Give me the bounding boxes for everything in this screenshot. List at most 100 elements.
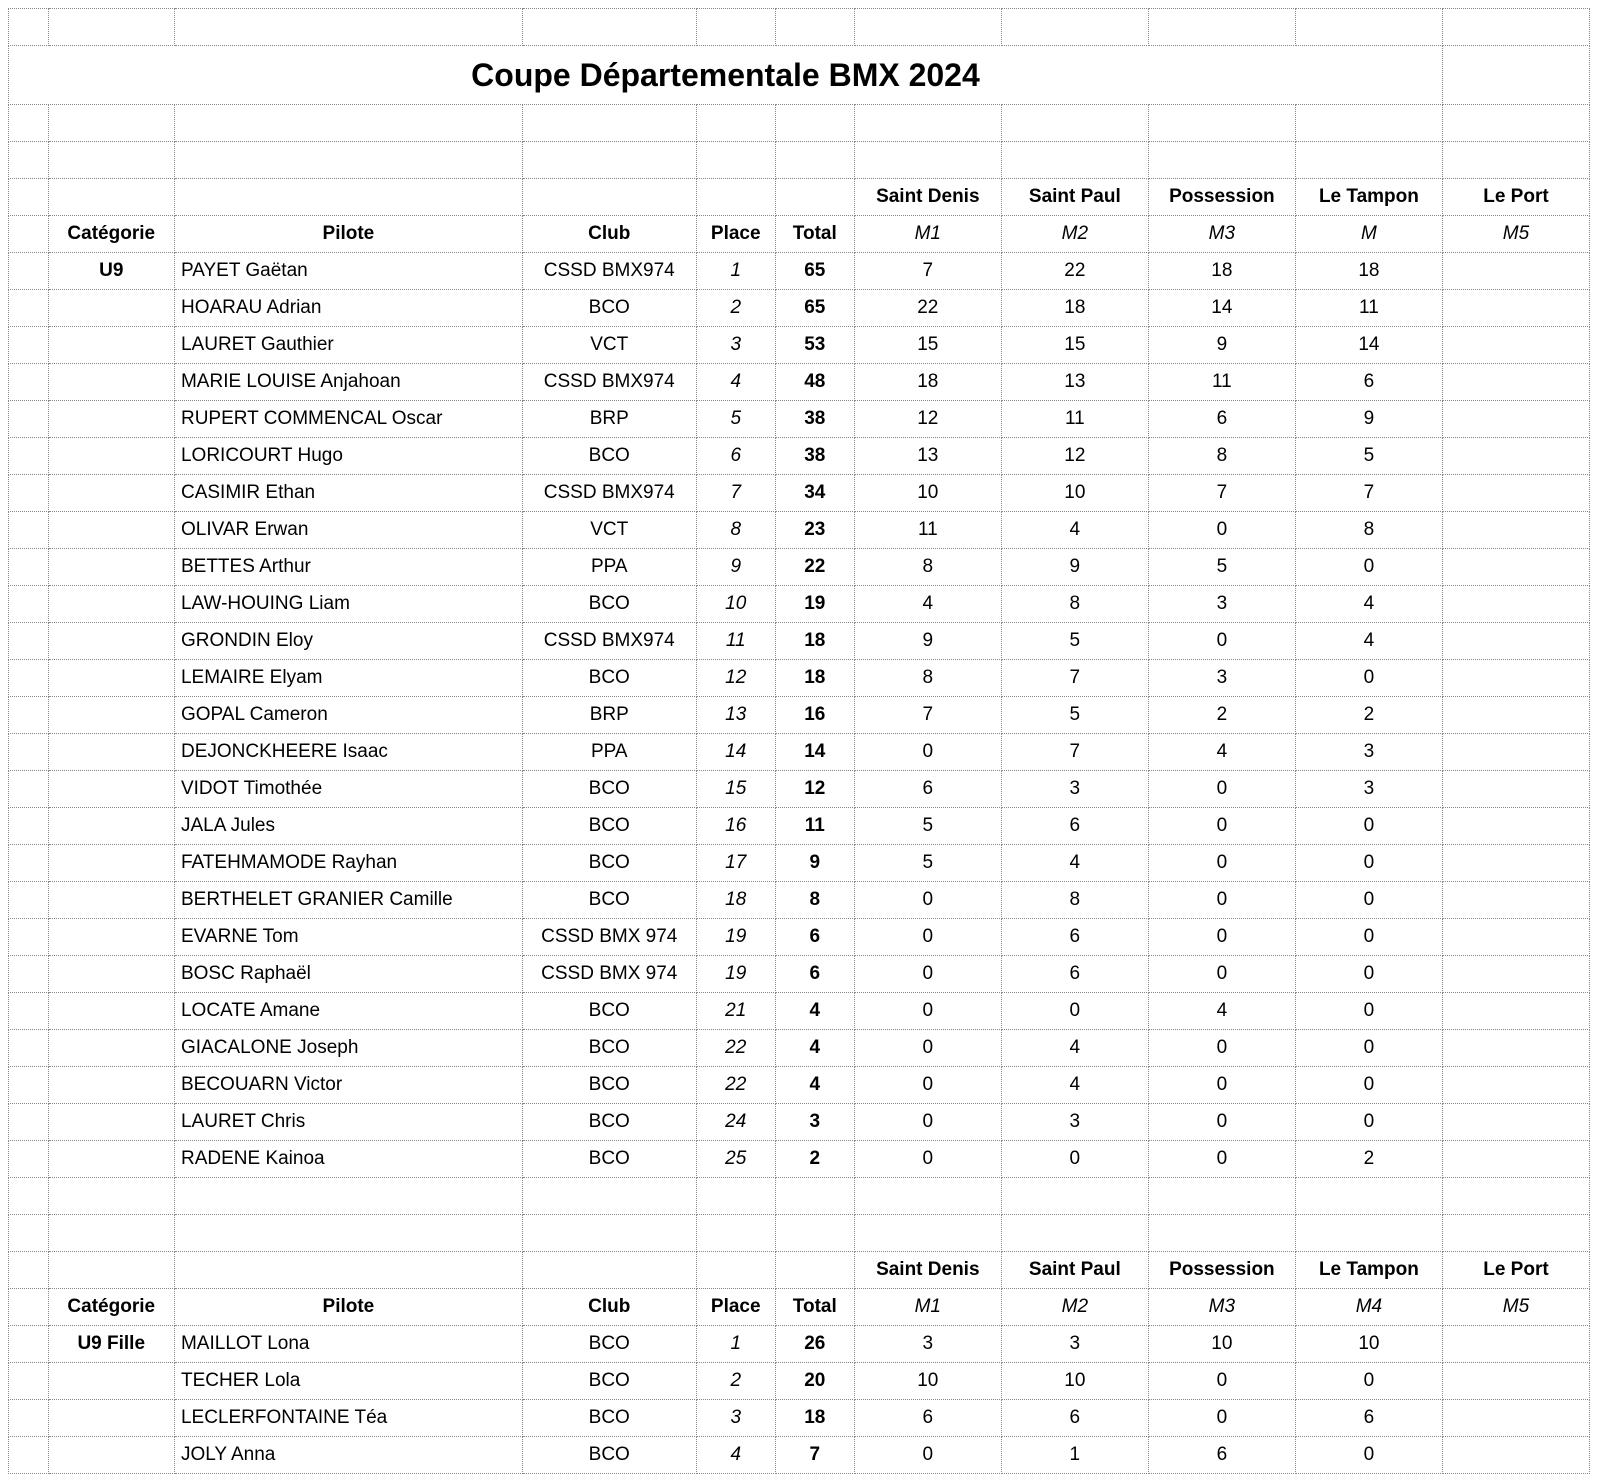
cell-category <box>48 290 174 327</box>
cell-score: 13 <box>854 438 1001 475</box>
cell-score: 3 <box>1295 734 1442 771</box>
cell-category <box>48 1400 174 1437</box>
cell-score: 7 <box>1001 734 1148 771</box>
cell-pilote: VIDOT Timothée <box>174 771 522 808</box>
cell-score <box>1442 438 1589 475</box>
cell-score: 5 <box>854 845 1001 882</box>
cell-category <box>48 1067 174 1104</box>
cell-club: BCO <box>522 1104 696 1141</box>
page-title: Coupe Départementale BMX 2024 <box>9 46 1443 105</box>
cell-club: CSSD BMX974 <box>522 253 696 290</box>
cell-score: 18 <box>854 364 1001 401</box>
cell-place: 16 <box>696 808 775 845</box>
cell-category <box>48 882 174 919</box>
cell-club: BCO <box>522 1141 696 1178</box>
cell-score: 0 <box>1148 623 1295 660</box>
cell-score: 6 <box>854 1400 1001 1437</box>
cell-total: 65 <box>775 253 854 290</box>
cell-score <box>1442 882 1589 919</box>
column-header-m: M2 <box>1001 216 1148 253</box>
cell-score: 0 <box>1295 1030 1442 1067</box>
cell-score: 8 <box>1148 438 1295 475</box>
cell-score: 11 <box>1001 401 1148 438</box>
column-header-m: M1 <box>854 216 1001 253</box>
location-header: Saint Denis <box>854 1252 1001 1289</box>
cell-score <box>1442 549 1589 586</box>
cell-score: 0 <box>1295 1363 1442 1400</box>
cell-category <box>48 1363 174 1400</box>
cell-score: 0 <box>1295 1104 1442 1141</box>
location-header: Possession <box>1148 1252 1295 1289</box>
cell-score: 0 <box>1148 1400 1295 1437</box>
cell-score: 4 <box>1001 512 1148 549</box>
cell-score: 6 <box>1148 401 1295 438</box>
cell-pilote: GRONDIN Eloy <box>174 623 522 660</box>
cell-total: 65 <box>775 290 854 327</box>
cell-score: 6 <box>1001 919 1148 956</box>
cell-score <box>1442 1326 1589 1363</box>
cell-club: PPA <box>522 734 696 771</box>
cell-place: 22 <box>696 1030 775 1067</box>
cell-score <box>1442 1141 1589 1178</box>
cell-club: VCT <box>522 327 696 364</box>
cell-club: CSSD BMX974 <box>522 623 696 660</box>
cell-category <box>48 327 174 364</box>
cell-score <box>1442 919 1589 956</box>
column-header-m: M4 <box>1295 1289 1442 1326</box>
cell-place: 5 <box>696 401 775 438</box>
location-header: Saint Paul <box>1001 1252 1148 1289</box>
cell-score: 0 <box>1148 808 1295 845</box>
cell-pilote: OLIVAR Erwan <box>174 512 522 549</box>
cell-category <box>48 1437 174 1474</box>
cell-total: 22 <box>775 549 854 586</box>
cell-score: 18 <box>1001 290 1148 327</box>
cell-score: 2 <box>1295 1141 1442 1178</box>
cell-score: 4 <box>1148 993 1295 1030</box>
cell-pilote: RADENE Kainoa <box>174 1141 522 1178</box>
column-header-total: Total <box>775 1289 854 1326</box>
cell-category <box>48 993 174 1030</box>
cell-score <box>1442 1030 1589 1067</box>
cell-category <box>48 512 174 549</box>
cell-score: 9 <box>1001 549 1148 586</box>
cell-score: 1 <box>1001 1437 1148 1474</box>
cell-score: 6 <box>1295 364 1442 401</box>
cell-category <box>48 660 174 697</box>
cell-score: 0 <box>1295 1067 1442 1104</box>
cell-score: 5 <box>1295 438 1442 475</box>
cell-pilote: JOLY Anna <box>174 1437 522 1474</box>
cell-score <box>1442 697 1589 734</box>
cell-score: 0 <box>1001 1141 1148 1178</box>
column-header-m: M5 <box>1442 1289 1589 1326</box>
cell-place: 19 <box>696 919 775 956</box>
cell-score: 10 <box>1148 1326 1295 1363</box>
cell-place: 21 <box>696 993 775 1030</box>
cell-score <box>1442 364 1589 401</box>
cell-score: 0 <box>854 734 1001 771</box>
cell-score: 6 <box>1001 1400 1148 1437</box>
cell-category <box>48 771 174 808</box>
cell-score: 0 <box>1295 845 1442 882</box>
cell-score <box>1442 1067 1589 1104</box>
column-header-m: M <box>1295 216 1442 253</box>
cell-category: U9 Fille <box>48 1326 174 1363</box>
cell-score: 10 <box>854 1363 1001 1400</box>
cell-category <box>48 1030 174 1067</box>
cell-score: 2 <box>1148 697 1295 734</box>
cell-score: 10 <box>1295 1326 1442 1363</box>
cell-score: 15 <box>1001 327 1148 364</box>
column-header-club: Club <box>522 1289 696 1326</box>
cell-category <box>48 1141 174 1178</box>
column-header-pilote: Pilote <box>174 216 522 253</box>
cell-total: 4 <box>775 993 854 1030</box>
cell-category <box>48 845 174 882</box>
cell-score: 10 <box>854 475 1001 512</box>
cell-pilote: EVARNE Tom <box>174 919 522 956</box>
cell-category <box>48 475 174 512</box>
column-header-place: Place <box>696 1289 775 1326</box>
cell-score: 3 <box>854 1326 1001 1363</box>
cell-score <box>1442 845 1589 882</box>
cell-score: 4 <box>1148 734 1295 771</box>
cell-club: BCO <box>522 586 696 623</box>
cell-club: BRP <box>522 401 696 438</box>
